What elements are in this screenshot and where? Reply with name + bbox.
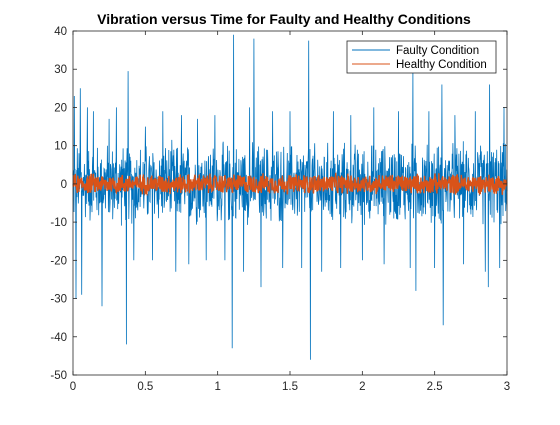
y-tick-label: -40 [50,332,67,344]
y-tick-label: -10 [50,217,67,229]
y-tick-label: 10 [54,141,67,153]
tick-layer: 0 0.5 1 1.5 2 2.5 3 -50 -40 -30 -20 -10 0 10 20 30 40 [50,26,510,393]
series-healthy-line [72,172,508,197]
y-tick-label: 30 [54,64,67,76]
x-tick-label: 0 [70,381,76,393]
y-tick-label: 20 [54,102,67,114]
x-tick-label: 3 [504,381,510,393]
x-tick-label: 2.5 [427,381,443,393]
legend-label-healthy: Healthy Condition [396,59,487,71]
y-tick-label: -50 [50,370,67,382]
x-tick-label: 0.5 [137,381,153,393]
legend-label-faulty: Faulty Condition [396,45,479,57]
y-tick-label: -30 [50,294,67,306]
legend: Faulty Condition Healthy Condition [346,40,497,74]
x-tick-label: 1.5 [282,381,298,393]
legend-box [346,40,497,74]
series-layer [72,34,508,360]
chart-title: Vibration versus Time for Faulty and Hea… [97,11,471,27]
x-tick-label: 1 [214,381,220,393]
y-tick-label: 40 [54,26,67,38]
y-tick-label: -20 [50,255,67,267]
x-tick-label: 2 [359,381,365,393]
series-faulty-line [72,34,508,360]
y-tick-label: 0 [61,179,67,191]
